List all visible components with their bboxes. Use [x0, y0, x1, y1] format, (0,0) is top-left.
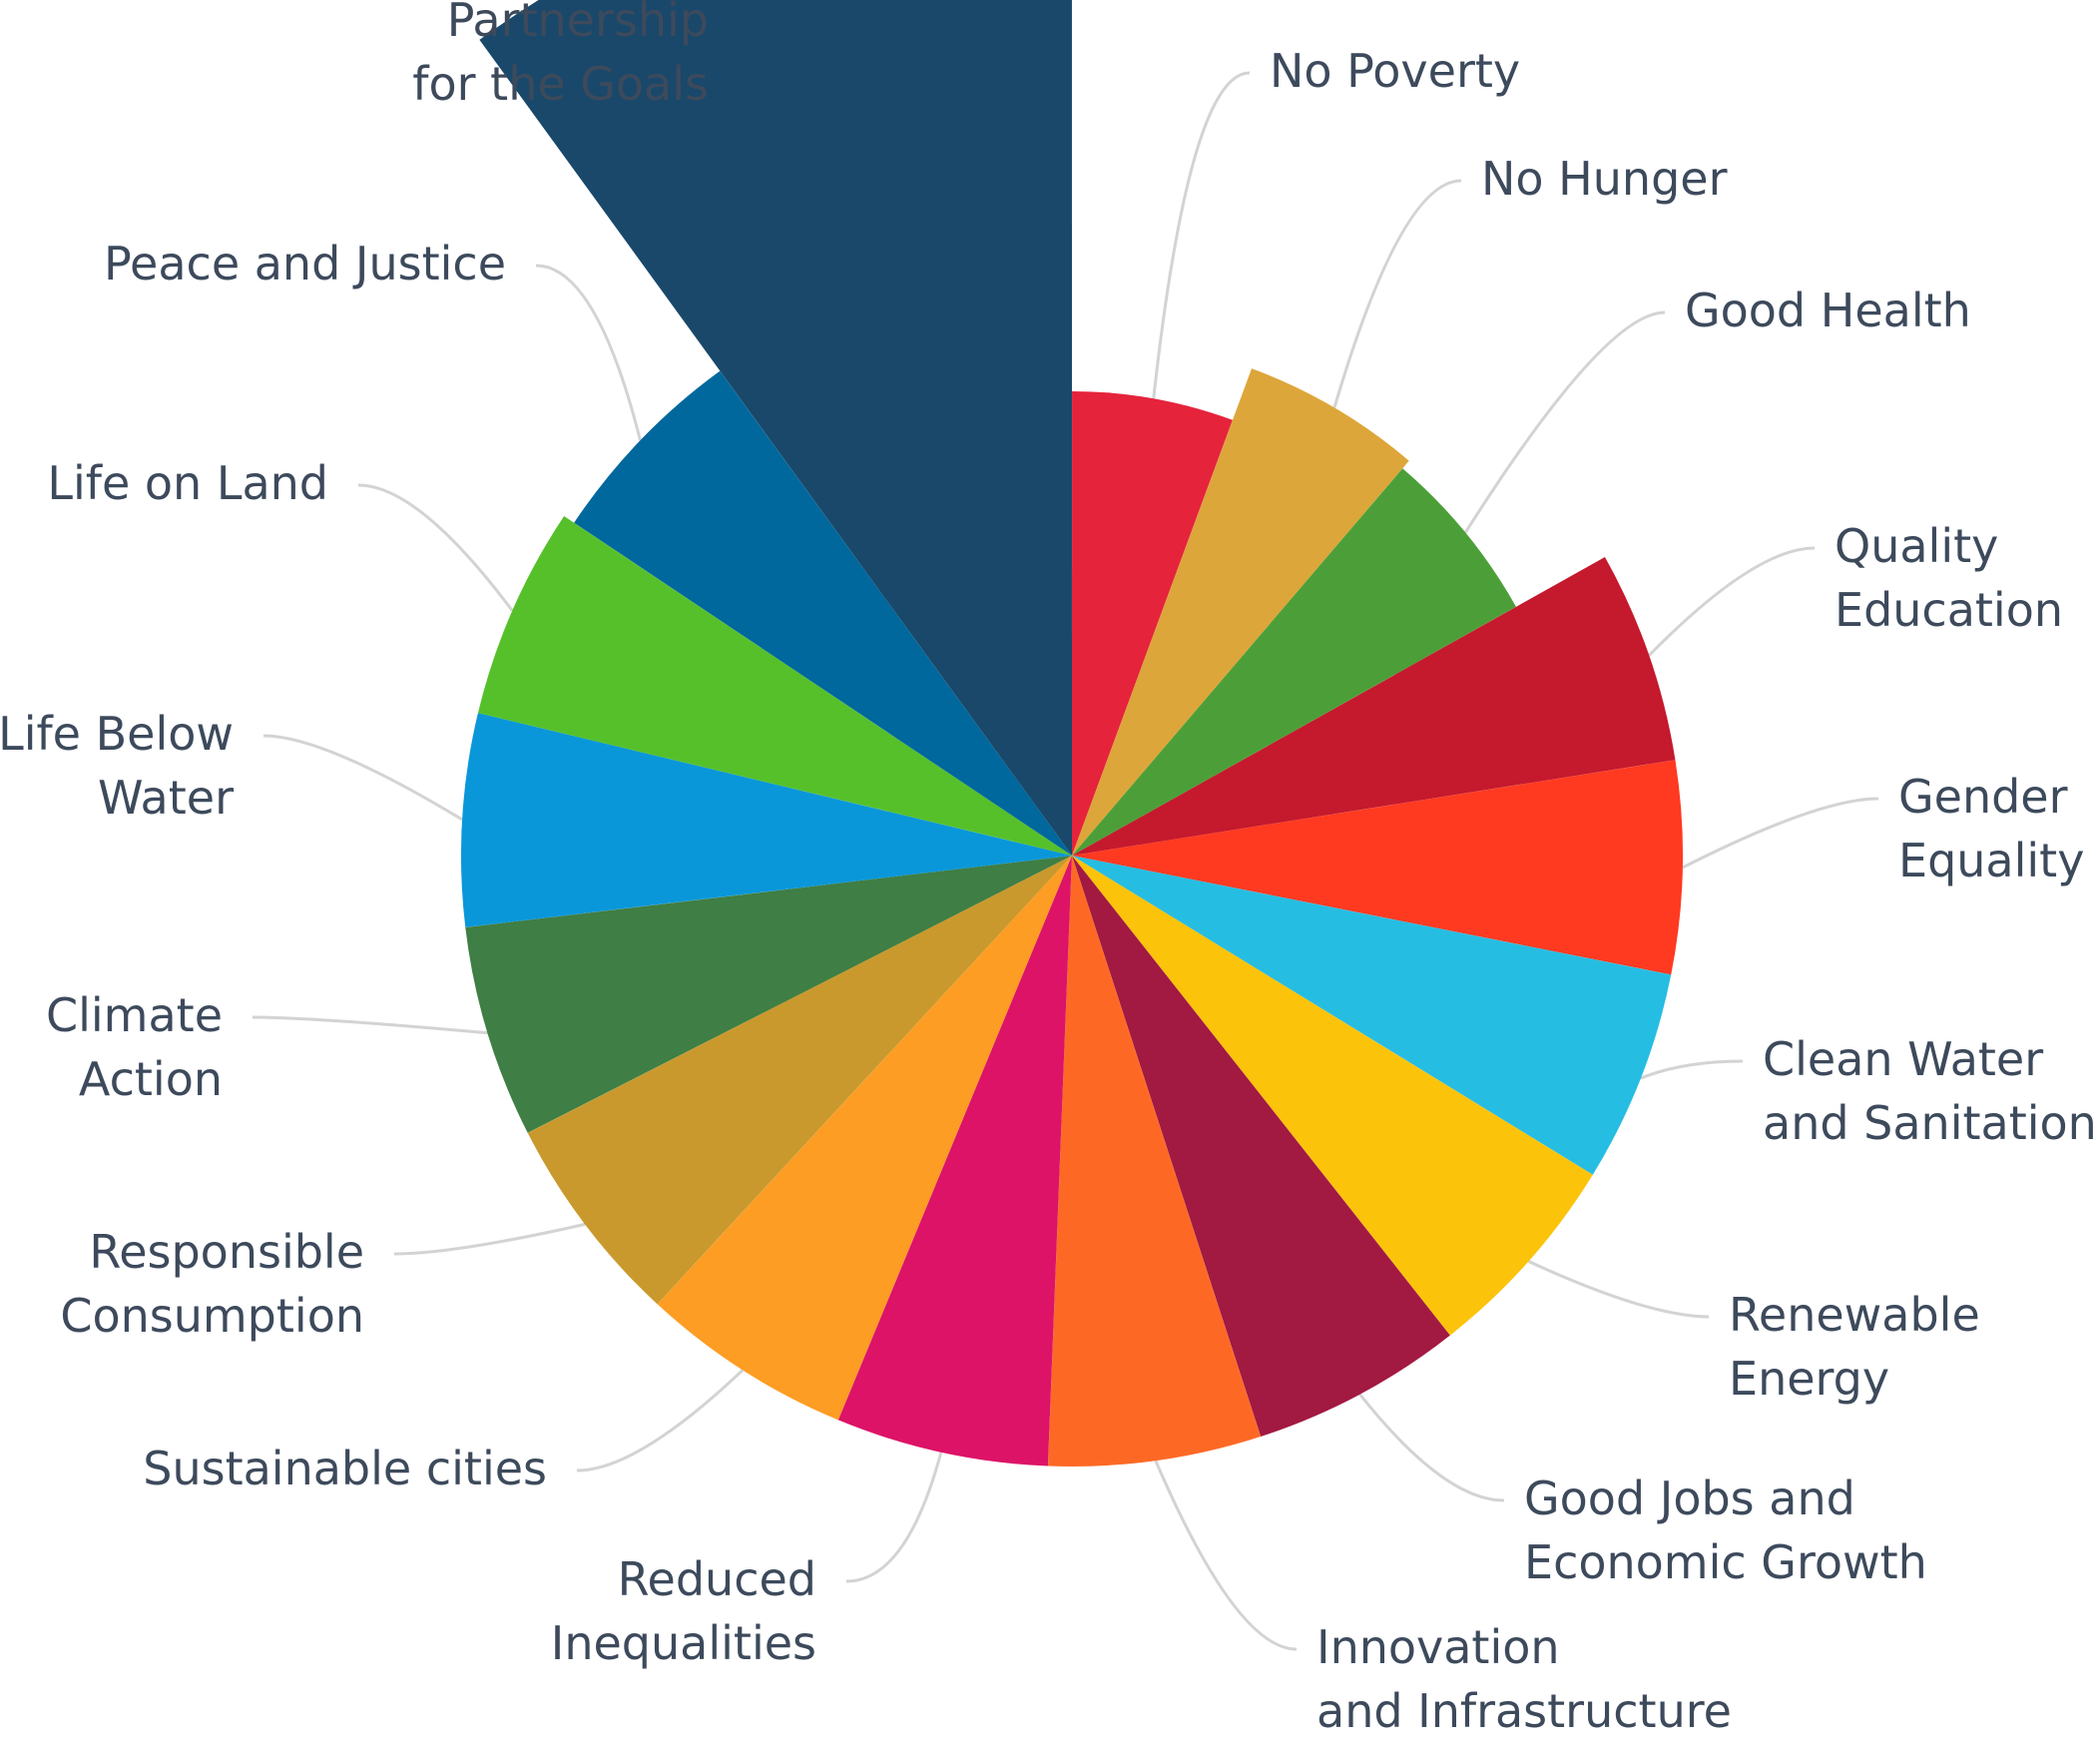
- leader-line: [535, 264, 642, 441]
- slice-label: Sustainable cities: [143, 1442, 547, 1495]
- leader-line: [393, 1222, 586, 1256]
- slice-label: Life Below Water: [0, 707, 234, 825]
- leader-line: [1332, 179, 1462, 408]
- slice-label: Responsible Consumption: [60, 1225, 364, 1343]
- leader-line: [1358, 1393, 1505, 1502]
- slice-reduced-inequalities: [837, 856, 1072, 1466]
- leader-line: [1640, 1059, 1744, 1080]
- leader-line: [1527, 1260, 1710, 1319]
- slice-label: Life on Land: [47, 456, 328, 510]
- slice-label: Gender Equality: [1898, 770, 2084, 887]
- slice-label: Quality Education: [1835, 519, 2063, 637]
- slice-label: Reduced Inequalities: [551, 1552, 816, 1670]
- leader-line: [1682, 797, 1879, 870]
- slice-label: Good Jobs and Economic Growth: [1524, 1471, 1927, 1589]
- slice-peace-and-justice: [574, 370, 1072, 856]
- slice-label: Partnership for the Goals: [412, 0, 709, 111]
- leader-line: [262, 734, 463, 822]
- slice-gender-equality: [1072, 760, 1683, 975]
- slice-climate-action: [465, 856, 1072, 1133]
- leader-lines: [252, 0, 1879, 1651]
- slice-life-on-land: [477, 516, 1073, 856]
- slice-no-hunger: [1072, 368, 1409, 856]
- slice-label: Peace and Justice: [104, 237, 506, 291]
- leader-line: [1154, 1460, 1298, 1651]
- slice-sustainable-cities: [657, 856, 1072, 1421]
- slice-label: Good Health: [1685, 284, 1971, 337]
- slice-label: No Poverty: [1270, 44, 1520, 98]
- slice-quality-education: [1072, 557, 1676, 856]
- slice-label: Renewable Energy: [1729, 1288, 1980, 1406]
- leader-line: [357, 483, 514, 612]
- leader-line: [1463, 310, 1666, 534]
- slice-good-jobs-and-economic-growth: [1072, 856, 1450, 1438]
- leader-line: [845, 1452, 943, 1583]
- slice-responsible-consumption: [527, 856, 1072, 1305]
- slice-good-health: [1072, 468, 1516, 856]
- slice-life-below-water: [461, 713, 1073, 927]
- leader-line: [1648, 546, 1816, 657]
- slice-innovation-and-infrastructure: [1048, 856, 1262, 1466]
- slice-partnership-for-the-goals: [479, 0, 1072, 856]
- slice-renewable-energy: [1072, 856, 1593, 1336]
- leader-line: [1152, 71, 1251, 399]
- slice-clean-water-and-sanitation: [1072, 856, 1672, 1175]
- slice-label: Climate Action: [46, 988, 223, 1106]
- slice-label: Clean Water and Sanitation: [1763, 1032, 2097, 1150]
- leader-line: [576, 1369, 745, 1472]
- slice-label: No Hunger: [1481, 152, 1728, 206]
- slice-label: Innovation and Infrastructure: [1316, 1620, 1732, 1738]
- slice-no-poverty: [1072, 391, 1233, 856]
- leader-line: [252, 1015, 488, 1035]
- slices-group: [461, 0, 1683, 1466]
